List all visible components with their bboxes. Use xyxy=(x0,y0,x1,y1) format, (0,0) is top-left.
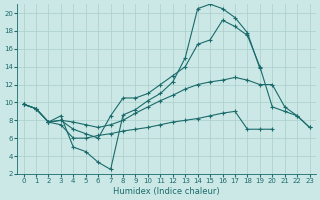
X-axis label: Humidex (Indice chaleur): Humidex (Indice chaleur) xyxy=(113,187,220,196)
